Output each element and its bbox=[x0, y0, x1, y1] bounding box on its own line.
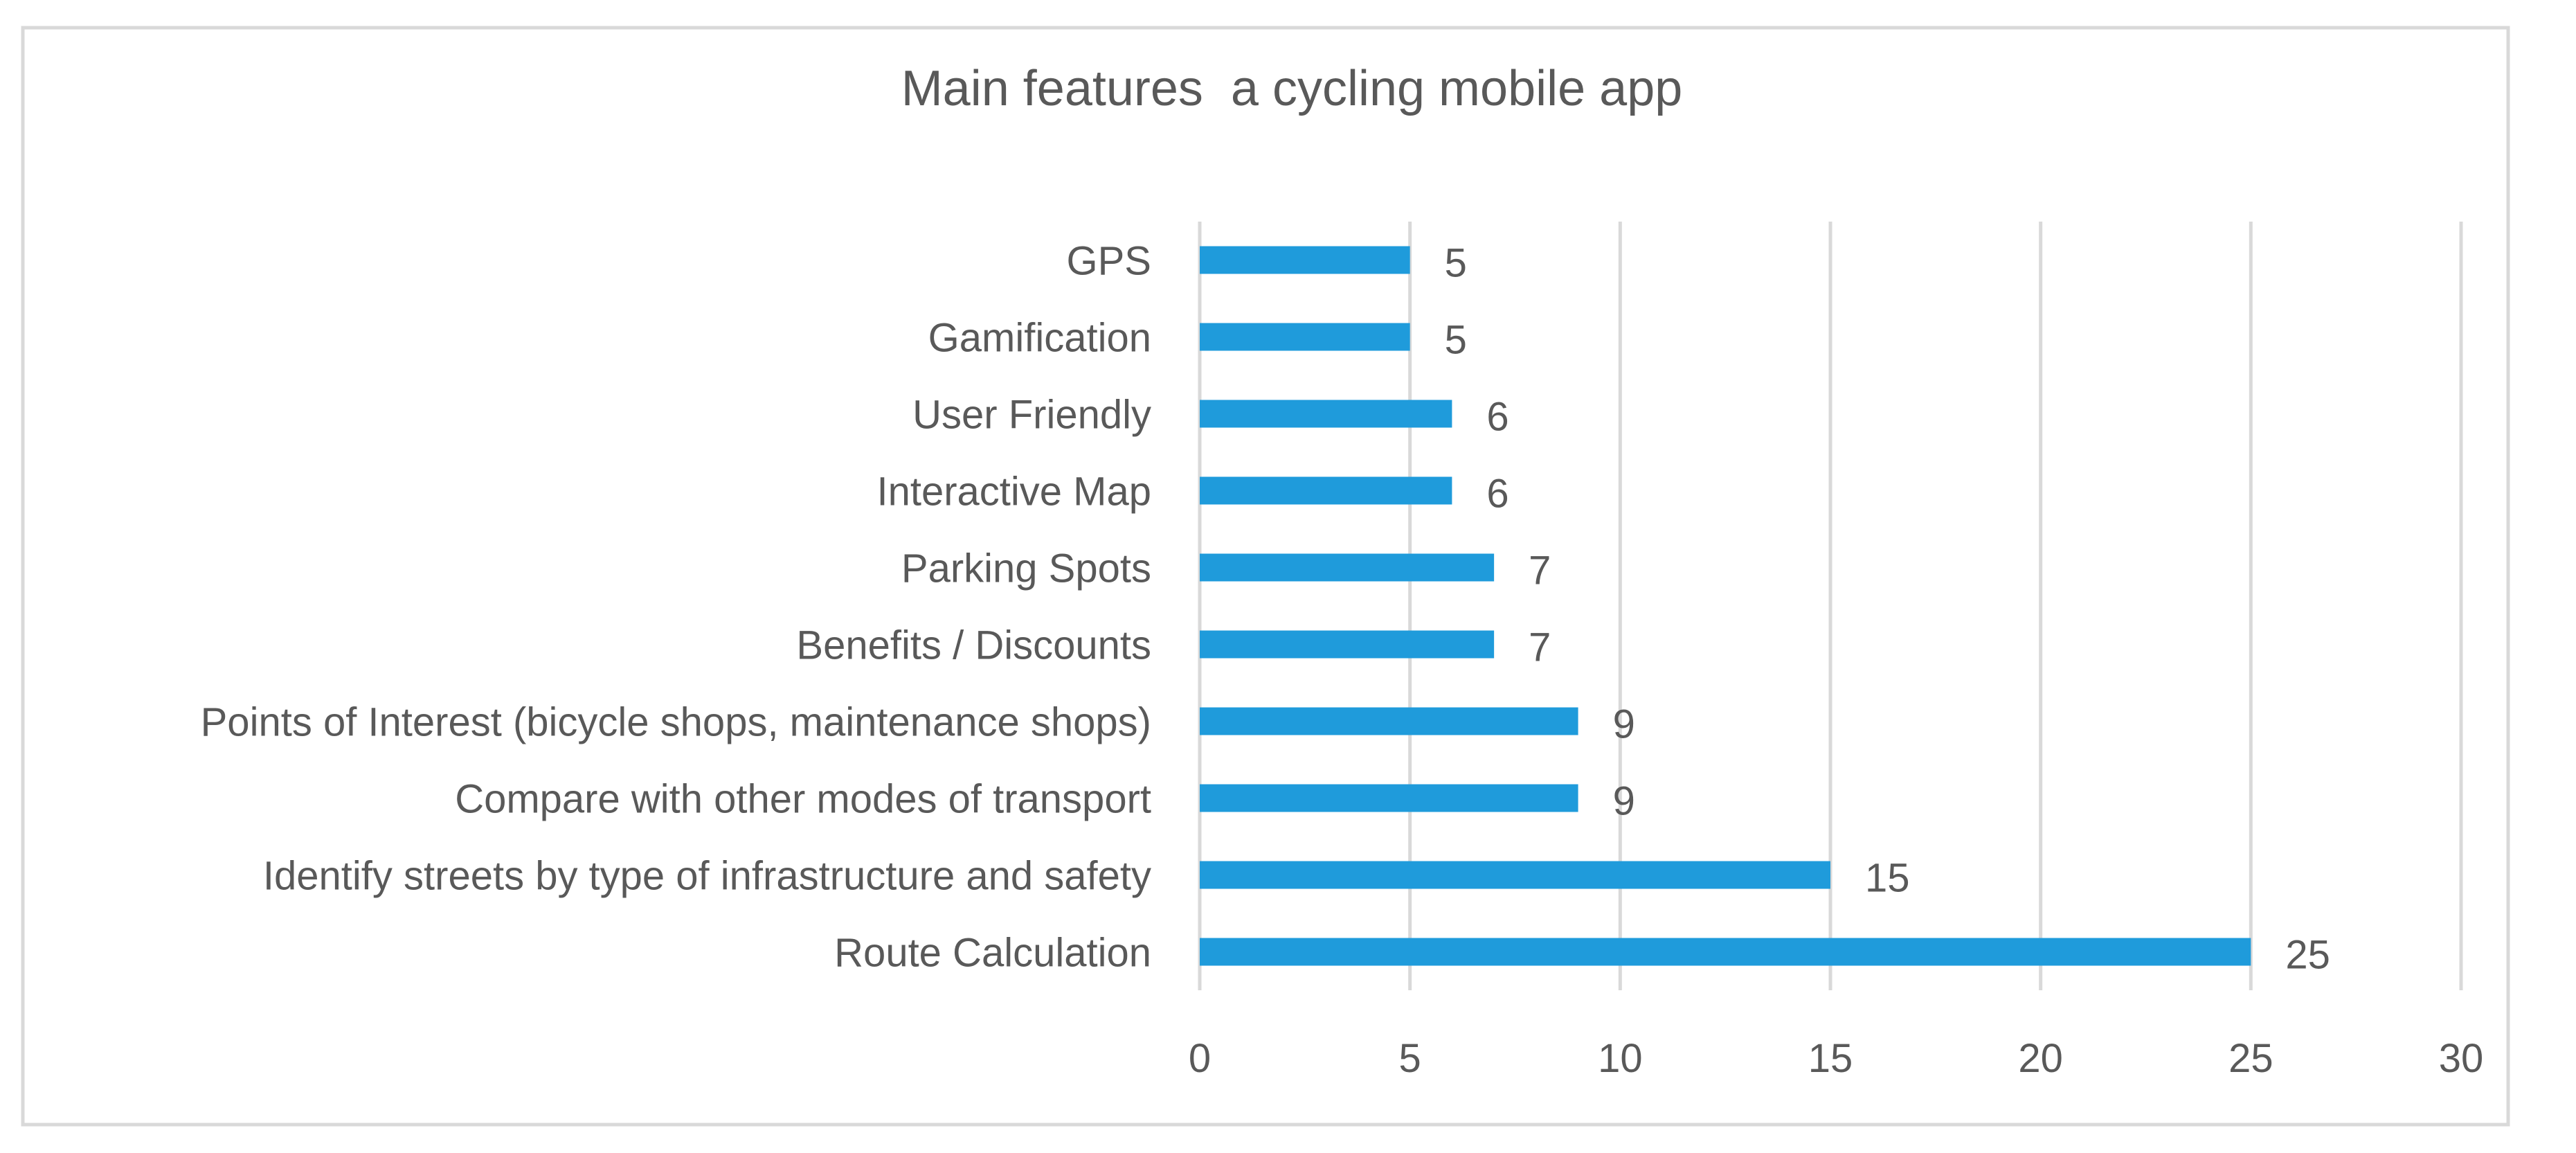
x-tick-label: 10 bbox=[1598, 1036, 1643, 1081]
category-label: Gamification bbox=[928, 316, 1151, 361]
x-tick-label: 20 bbox=[2018, 1036, 2063, 1081]
bar bbox=[1200, 861, 1830, 889]
bars bbox=[1200, 246, 2251, 966]
category-label: Benefits / Discounts bbox=[796, 623, 1151, 668]
x-axis-tick-labels: 0 5 10 15 20 25 30 bbox=[1189, 1036, 2483, 1081]
category-label: Route Calculation bbox=[834, 931, 1151, 976]
data-label: 6 bbox=[1486, 395, 1508, 440]
chart-title: Main features a cycling mobile app bbox=[901, 61, 1683, 116]
category-label: Points of Interest (bicycle shops, maint… bbox=[201, 700, 1151, 745]
bar bbox=[1200, 323, 1410, 351]
bar bbox=[1200, 938, 2251, 966]
data-label: 9 bbox=[1613, 702, 1635, 747]
x-tick-label: 25 bbox=[2228, 1036, 2273, 1081]
data-label: 5 bbox=[1445, 318, 1467, 363]
data-label: 5 bbox=[1445, 241, 1467, 286]
data-label: 7 bbox=[1529, 548, 1551, 593]
x-tick-label: 5 bbox=[1399, 1036, 1421, 1081]
data-label: 9 bbox=[1613, 779, 1635, 824]
bar bbox=[1200, 246, 1410, 274]
bar bbox=[1200, 400, 1452, 428]
bar bbox=[1200, 707, 1578, 735]
category-label: Parking Spots bbox=[901, 546, 1151, 591]
data-label: 7 bbox=[1529, 625, 1551, 670]
category-label: Identify streets by type of infrastructu… bbox=[263, 854, 1151, 899]
bar bbox=[1200, 784, 1578, 812]
x-tick-label: 30 bbox=[2439, 1036, 2484, 1081]
x-tick-label: 0 bbox=[1189, 1036, 1211, 1081]
bar bbox=[1200, 476, 1452, 505]
x-tick-label: 15 bbox=[1808, 1036, 1853, 1081]
category-label: GPS bbox=[1067, 239, 1152, 284]
data-label: 6 bbox=[1486, 472, 1508, 517]
category-label: User Friendly bbox=[912, 393, 1151, 438]
category-labels: GPS Gamification User Friendly Interactive … bbox=[201, 239, 1151, 976]
data-label: 15 bbox=[1865, 856, 1910, 901]
category-label: Interactive Map bbox=[876, 470, 1151, 515]
bar bbox=[1200, 630, 1495, 659]
bar bbox=[1200, 553, 1495, 582]
category-label: Compare with other modes of transport bbox=[455, 777, 1151, 822]
data-label: 25 bbox=[2285, 933, 2330, 978]
